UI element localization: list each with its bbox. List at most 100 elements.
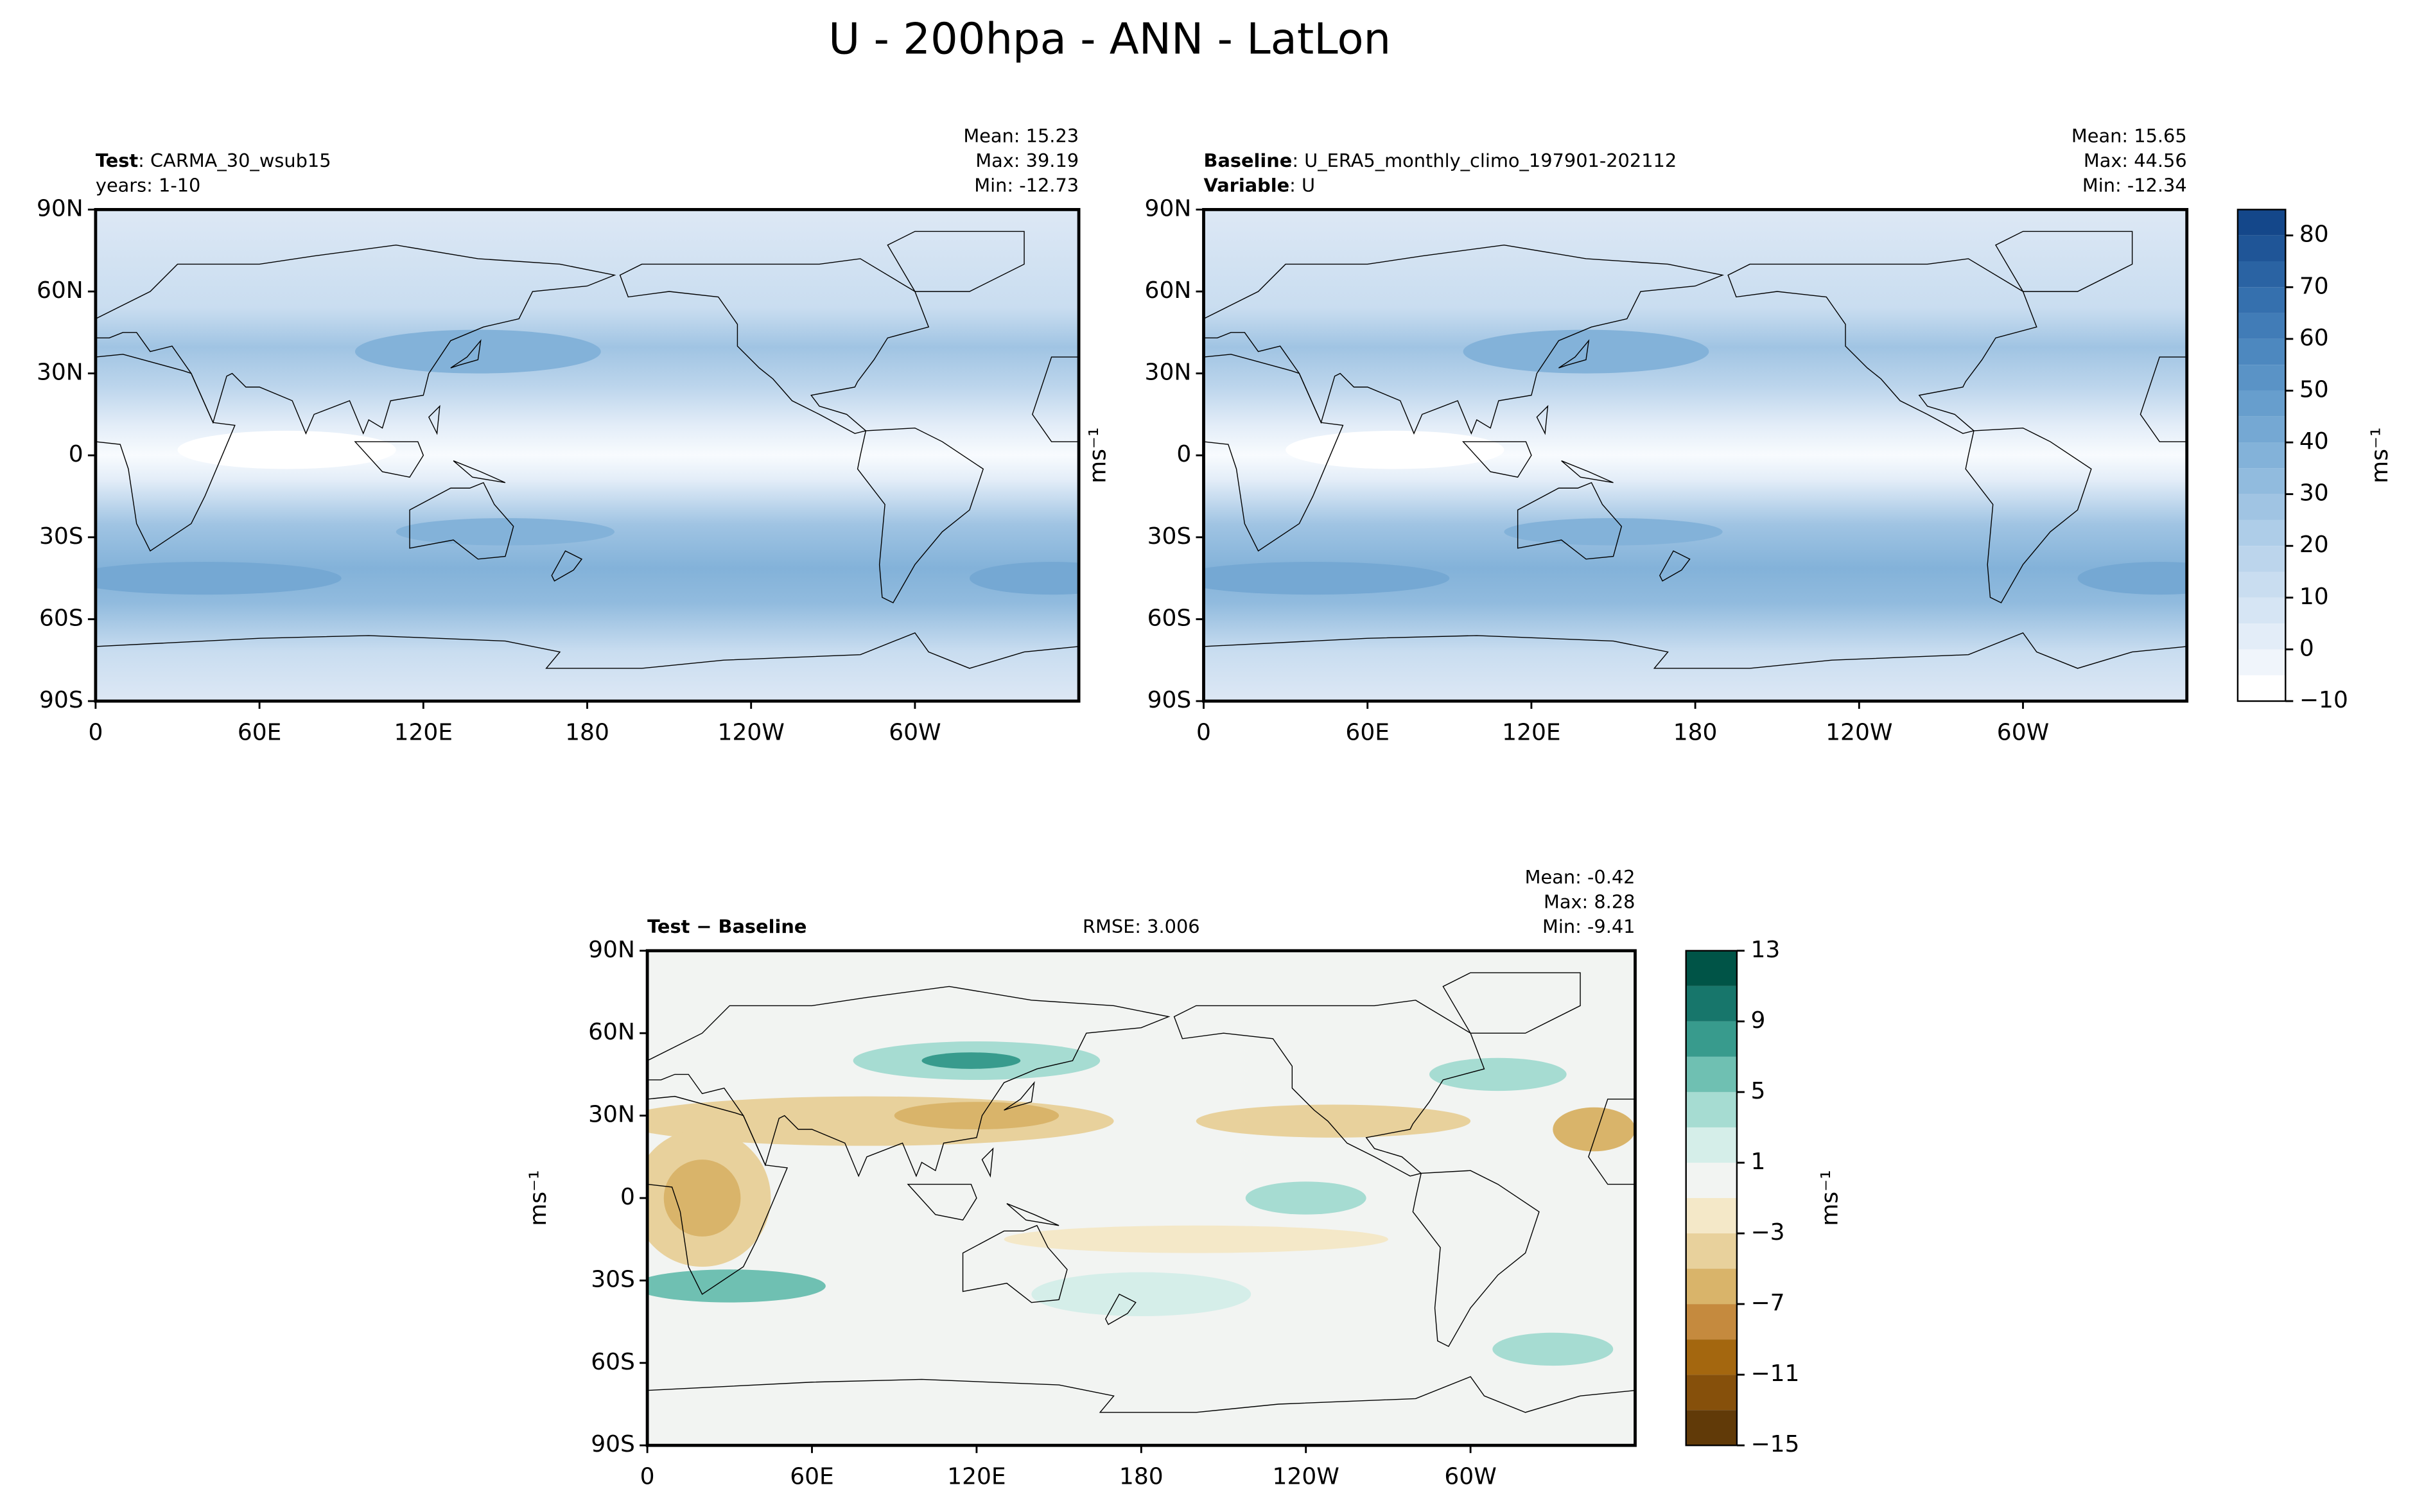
colorbar-tick-label: −3: [1751, 1219, 1785, 1246]
map: [647, 950, 1635, 1446]
y-tick-label: 30S: [1147, 523, 1192, 550]
colorbar-bin: [2237, 313, 2286, 339]
colorbar-bin: [1686, 1339, 1737, 1375]
panel-header: Test − Baseline: [647, 916, 806, 937]
header-text: : U_ERA5_monthly_climo_197901-202112: [1292, 150, 1677, 171]
x-tick-label: 60E: [238, 719, 282, 745]
contour-field: [647, 950, 1635, 1446]
colorbar-tick-label: 1: [1751, 1149, 1766, 1175]
colorbar-frame: [1685, 950, 1738, 1447]
x-tick-label: 180: [1673, 719, 1718, 745]
colorbar-frame: [2236, 209, 2287, 702]
x-tick-label: 180: [1119, 1464, 1164, 1490]
y-tick-label: 60S: [1147, 605, 1192, 631]
colorbar-bin: [1686, 1127, 1737, 1163]
y-tick-label: 30S: [39, 523, 83, 550]
y-tick-label: 60N: [588, 1019, 635, 1045]
colorbar-bin: [1686, 1198, 1737, 1234]
colorbar-bin: [1686, 1304, 1737, 1340]
y-axis-label: ms⁻¹: [525, 1170, 552, 1226]
stat: Mean: 15.23: [963, 125, 1079, 147]
colorbar-bin: [1686, 1091, 1737, 1127]
stat: Min: -12.73: [974, 174, 1079, 196]
colorbar-tick-label: −11: [1751, 1360, 1800, 1387]
colorbar-bin: [2237, 390, 2286, 417]
y-tick-label: 60S: [591, 1349, 635, 1375]
x-tick-label: 60W: [1997, 719, 2049, 745]
colorbar-bin: [2237, 571, 2286, 598]
colorbar-bin: [2237, 442, 2286, 469]
y-axis-label: ms⁻¹: [1085, 428, 1111, 483]
colorbar-bin: [1686, 986, 1737, 1021]
map: [95, 209, 1079, 701]
y-tick-label: 30N: [1145, 360, 1192, 386]
contour-field: [95, 209, 1079, 701]
y-tick-label: 90N: [37, 195, 83, 222]
x-tick-label: 120W: [1826, 719, 1892, 745]
x-tick-label: 60E: [1345, 719, 1390, 745]
x-tick-label: 120E: [1502, 719, 1560, 745]
x-tick-label: 0: [640, 1464, 655, 1490]
x-tick-label: 120E: [947, 1464, 1006, 1490]
header-text: : CARMA_30_wsub15: [138, 150, 331, 171]
stat: Min: -9.41: [1542, 916, 1635, 937]
x-tick-label: 60E: [790, 1464, 834, 1490]
colorbar-bin: [1686, 1233, 1737, 1269]
x-tick-label: 60W: [1444, 1464, 1496, 1490]
header-key: Baseline: [1204, 150, 1293, 171]
colorbar-bin: [2237, 546, 2286, 572]
colorbar-tick-label: −10: [2299, 687, 2348, 713]
colorbar-bin: [2237, 287, 2286, 313]
stat: Max: 8.28: [1544, 891, 1635, 912]
colorbar-bin: [2237, 494, 2286, 520]
colorbar-tick-label: 5: [1751, 1078, 1766, 1104]
y-tick-label: 30N: [37, 360, 83, 386]
colorbar-bin: [1686, 950, 1737, 986]
colorbar-tick-label: 30: [2299, 480, 2329, 507]
stat: Max: 44.56: [2084, 150, 2187, 171]
colorbar-bin: [2237, 416, 2286, 443]
colorbar-tick-label: 0: [2299, 635, 2314, 661]
header-key: Variable: [1204, 174, 1290, 196]
colorbar-bin: [2237, 597, 2286, 624]
map: [1203, 209, 2187, 701]
header-text: : U: [1289, 174, 1315, 196]
colorbar-bin: [1686, 1410, 1737, 1446]
y-tick-label: 90N: [588, 937, 635, 963]
colorbar-bin: [2237, 235, 2286, 261]
x-tick-label: 0: [88, 719, 103, 745]
colorbar-bin: [2237, 261, 2286, 288]
y-tick-label: 30S: [591, 1266, 635, 1292]
colorbar-bin: [2237, 365, 2286, 391]
panel-header: Variable: U: [1204, 174, 1316, 196]
colorbar-tick-label: 50: [2299, 376, 2329, 403]
x-tick-label: 180: [565, 719, 609, 745]
panel-header: Baseline: U_ERA5_monthly_climo_197901-20…: [1204, 150, 1677, 171]
x-tick-label: 0: [1196, 719, 1211, 745]
colorbar-label: ms⁻¹: [2367, 428, 2393, 483]
panel-header: Test: CARMA_30_wsub15: [96, 150, 331, 171]
y-tick-label: 60N: [1145, 277, 1192, 304]
colorbar-bin: [1686, 1269, 1737, 1305]
colorbar-bin: [2237, 623, 2286, 650]
colorbar-tick-label: 13: [1751, 937, 1781, 963]
y-tick-label: 90S: [1147, 687, 1192, 713]
colorbar-label: ms⁻¹: [1817, 1170, 1843, 1226]
contour-field: [1203, 209, 2187, 701]
x-tick-label: 120E: [394, 719, 453, 745]
x-tick-label: 120W: [718, 719, 785, 745]
colorbar-bin: [2237, 338, 2286, 365]
y-tick-label: 90N: [1145, 195, 1192, 222]
colorbar-tick-label: 20: [2299, 532, 2329, 558]
colorbar-tick-label: 60: [2299, 325, 2329, 351]
x-tick-label: 120W: [1273, 1464, 1339, 1490]
y-tick-label: 60N: [37, 277, 83, 304]
y-tick-label: 0: [1176, 441, 1191, 467]
colorbar-bin: [2237, 519, 2286, 546]
header-key: Test − Baseline: [647, 916, 806, 937]
stat: Max: 39.19: [975, 150, 1079, 171]
colorbar-bin: [1686, 1056, 1737, 1092]
rmse: RMSE: 3.006: [1083, 916, 1200, 937]
x-tick-label: 60W: [889, 719, 941, 745]
header-text: years: 1-10: [96, 174, 200, 196]
